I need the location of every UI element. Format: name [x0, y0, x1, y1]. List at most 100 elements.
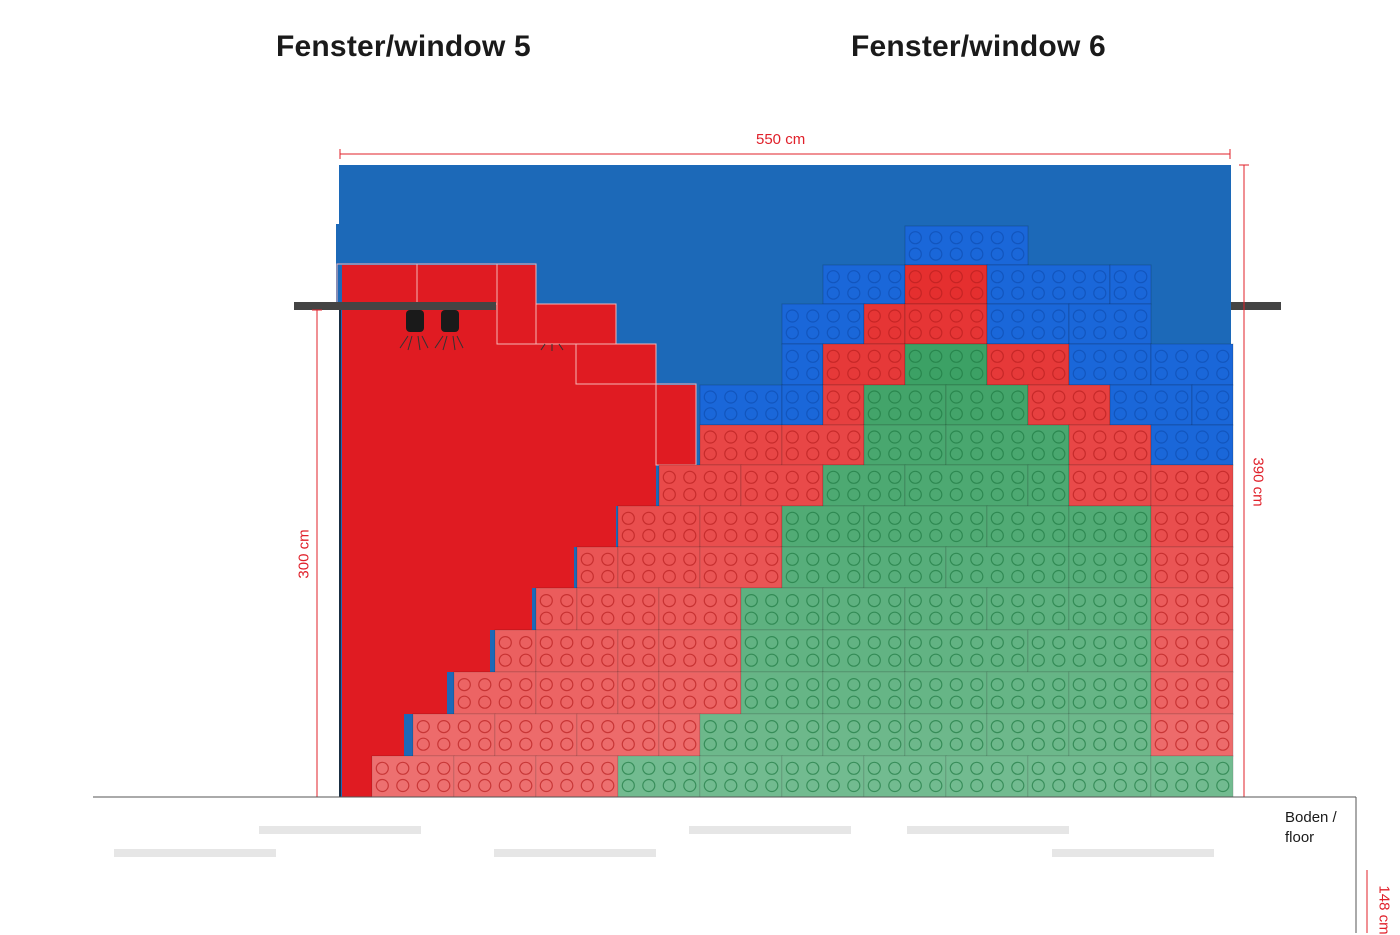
brick-stud [744, 470, 758, 484]
brick-stud [662, 552, 676, 566]
brick-stud [826, 778, 840, 793]
brick-stud [1093, 487, 1107, 502]
brick-stud [990, 349, 1004, 363]
brick-stud [929, 719, 943, 734]
brick-stud [888, 447, 902, 461]
brick-stud [724, 511, 738, 525]
brick-stud [970, 593, 984, 608]
brick-stud [785, 778, 799, 793]
floor-label: Boden / floor [1285, 808, 1337, 848]
brick-stud [847, 737, 861, 751]
brick-stud [765, 653, 779, 667]
brick-stud [1195, 552, 1209, 566]
brick-stud [683, 761, 697, 775]
brick-stud [744, 528, 758, 543]
brick-stud [1195, 719, 1209, 734]
brick-stud [1011, 635, 1025, 650]
brick-stud [1052, 593, 1066, 608]
brick-stud [642, 569, 656, 584]
brick-stud [970, 390, 984, 404]
brick-stud [1011, 286, 1025, 300]
brick-stud [847, 611, 861, 625]
brick-stud [1175, 511, 1189, 525]
brick-stud [1216, 778, 1230, 793]
brick-stud [970, 653, 984, 667]
brick-stud [1011, 719, 1025, 734]
brick-stud [703, 447, 717, 461]
brick-stud [1011, 407, 1025, 421]
brick-stud [806, 552, 820, 566]
brick-stud [847, 309, 861, 323]
brick-stud [662, 761, 676, 775]
brick-stud [949, 635, 963, 650]
brick-stud [908, 569, 922, 584]
brick-stud [519, 761, 533, 775]
brick-stud [847, 407, 861, 421]
brick-stud [621, 611, 635, 625]
brick-stud [1072, 470, 1086, 484]
brick-stud [826, 528, 840, 543]
brick-stud [1113, 593, 1127, 608]
brick-stud [1072, 528, 1086, 543]
brick-stud [826, 611, 840, 625]
brick-stud [580, 593, 594, 608]
brick-stud [806, 470, 820, 484]
brick-stud [539, 653, 553, 667]
brick-stud [683, 677, 697, 692]
brick-stud [908, 653, 922, 667]
brick-stud [949, 511, 963, 525]
brick-stud [806, 487, 820, 502]
brick-stud [990, 653, 1004, 667]
brick-stud [703, 552, 717, 566]
brick-stud [1195, 593, 1209, 608]
brick-stud [1031, 653, 1045, 667]
brick-stud [949, 286, 963, 300]
brick-stud [806, 653, 820, 667]
brick-stud [970, 528, 984, 543]
brick-stud [888, 366, 902, 381]
brick-stud [396, 761, 410, 775]
brick-stud [847, 635, 861, 650]
brick-stud [949, 447, 963, 461]
brick-stud [1216, 737, 1230, 751]
brick-stud [1093, 677, 1107, 692]
brick-stud [662, 511, 676, 525]
brick-stud [703, 593, 717, 608]
brick-stud [642, 528, 656, 543]
lego-brick [945, 424, 1070, 466]
brick-stud [662, 593, 676, 608]
brick-stud [662, 677, 676, 692]
brick-stud [580, 569, 594, 584]
brick-stud [1175, 487, 1189, 502]
brick-stud [1011, 778, 1025, 793]
lego-brick [1027, 629, 1152, 673]
brick-stud [867, 390, 881, 404]
brick-stud [744, 487, 758, 502]
brick-stud [1093, 528, 1107, 543]
brick-stud [949, 719, 963, 734]
brick-stud [970, 778, 984, 793]
brick-stud [580, 677, 594, 692]
brick-stud [847, 761, 861, 775]
brick-stud [580, 611, 594, 625]
brick-shading [946, 425, 1069, 465]
brick-stud [1072, 511, 1086, 525]
brick-stud [1093, 366, 1107, 381]
brick-stud [826, 719, 840, 734]
brick-stud [724, 430, 738, 444]
brick-stud [990, 407, 1004, 421]
brick-stud [519, 677, 533, 692]
brick-stud [1031, 407, 1045, 421]
brick-stud [703, 778, 717, 793]
brick-stud [457, 778, 471, 793]
brick-stud [1134, 487, 1148, 502]
brick-stud [1011, 390, 1025, 404]
brick-stud [867, 569, 881, 584]
brick-stud [1093, 737, 1107, 751]
brick-stud [1093, 349, 1107, 363]
brick-stud [806, 349, 820, 363]
brick-stud [867, 695, 881, 709]
brick-stud [785, 611, 799, 625]
brick-stud [867, 326, 881, 340]
brick-stud [949, 611, 963, 625]
